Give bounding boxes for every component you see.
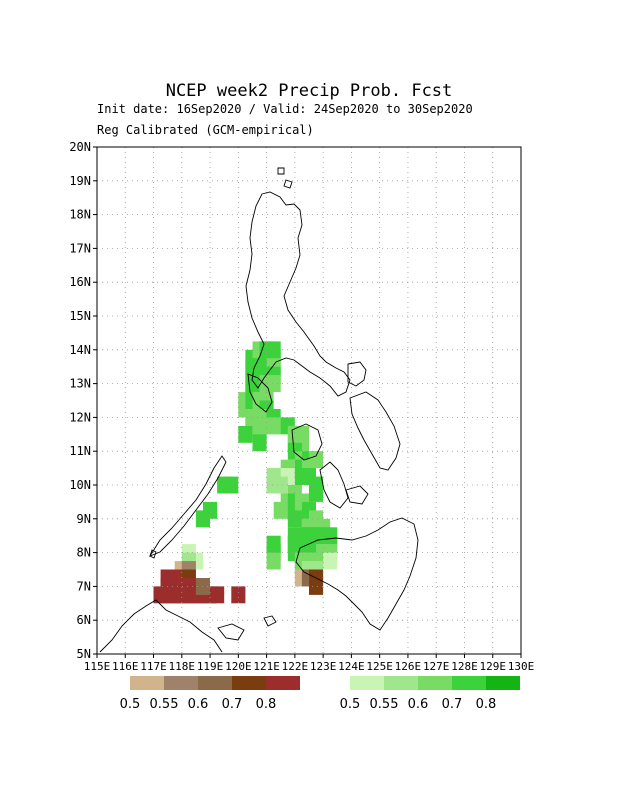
small-island-2 xyxy=(283,179,293,189)
luzon-coastline xyxy=(245,191,351,397)
map-subtitle: Init date: 16Sep2020 / Valid: 24Sep2020 … xyxy=(97,102,473,116)
small-island-4 xyxy=(149,549,157,559)
lat-tick-label: 15N xyxy=(69,309,91,323)
map-title: NCEP week2 Precip Prob. Fcst xyxy=(166,81,453,101)
negros-cebu-coastline xyxy=(319,461,349,509)
legend-label: 0.55 xyxy=(150,697,179,712)
legend-label: 0.5 xyxy=(340,697,361,712)
lon-tick-label: 128E xyxy=(451,660,478,673)
map-frame xyxy=(96,146,522,655)
panay-coastline xyxy=(291,423,323,461)
calibration-label: Reg Calibrated (GCM-empirical) xyxy=(97,123,314,137)
lat-tick-label: 18N xyxy=(69,208,91,222)
coastlines xyxy=(99,167,419,653)
legend-swatch xyxy=(452,676,486,690)
legend-swatch xyxy=(384,676,418,690)
legend-label: 0.7 xyxy=(222,697,243,712)
probability-cell xyxy=(238,425,253,443)
lon-tick-label: 124E xyxy=(338,660,365,673)
lon-tick-label: 116E xyxy=(112,660,139,673)
legend-label: 0.55 xyxy=(370,697,399,712)
lat-tick-label: 9N xyxy=(77,512,91,526)
samar-coastline xyxy=(347,361,367,387)
legend-label: 0.6 xyxy=(188,697,209,712)
legend-label: 0.8 xyxy=(256,697,277,712)
legend-label: 0.8 xyxy=(476,697,497,712)
lat-tick-label: 8N xyxy=(77,546,91,560)
sulu-islands-coastline xyxy=(217,623,245,641)
probability-grid xyxy=(153,341,338,604)
legend-label: 0.5 xyxy=(120,697,141,712)
probability-cell xyxy=(266,341,281,359)
lon-tick-label: 121E xyxy=(253,660,280,673)
lon-tick-label: 129E xyxy=(479,660,506,673)
lat-tick-label: 17N xyxy=(69,241,91,255)
legend-swatch xyxy=(418,676,452,690)
lat-tick-label: 14N xyxy=(69,343,91,357)
lat-tick-label: 10N xyxy=(69,478,91,492)
probability-cell xyxy=(203,501,218,519)
small-island-1 xyxy=(277,167,285,175)
legend-swatch xyxy=(266,676,300,690)
probability-cell xyxy=(210,586,225,604)
lat-tick-label: 11N xyxy=(69,444,91,458)
lat-tick-label: 7N xyxy=(77,579,91,593)
lon-tick-label: 120E xyxy=(225,660,252,673)
graticule xyxy=(97,147,521,654)
probability-cell xyxy=(309,485,324,502)
lon-tick-label: 125E xyxy=(366,660,393,673)
wet-probability-legend: 0.5 0.55 0.6 0.7 0.8 xyxy=(340,676,520,712)
legend-label: 0.6 xyxy=(408,697,429,712)
bohol-coastline xyxy=(345,485,369,505)
lon-tick-label: 118E xyxy=(169,660,196,673)
lon-tick-label: 126E xyxy=(395,660,422,673)
lon-tick-label: 127E xyxy=(423,660,450,673)
lon-tick-label: 123E xyxy=(310,660,337,673)
mindanao-coastline xyxy=(295,517,419,631)
probability-cell xyxy=(273,501,288,519)
probability-cell xyxy=(266,552,281,570)
latitude-axis-labels: 5N 6N 7N 8N 9N 10N 11N 12N 13N 14N 15N 16N 17N 18N 19N… xyxy=(69,140,97,661)
legend-swatch xyxy=(164,676,198,690)
legend-swatch xyxy=(486,676,520,690)
lon-tick-label: 122E xyxy=(282,660,309,673)
dry-probability-legend: 0.5 0.55 0.6 0.7 0.8 xyxy=(120,676,300,712)
probability-cell xyxy=(252,434,267,452)
lon-tick-label: 130E xyxy=(508,660,535,673)
lat-tick-label: 6N xyxy=(77,613,91,627)
probability-cell xyxy=(287,510,302,528)
probability-cell xyxy=(273,476,288,494)
legend-swatch xyxy=(130,676,164,690)
samar-leyte-coastline xyxy=(349,391,401,471)
lat-tick-label: 19N xyxy=(69,174,91,188)
legend-swatch xyxy=(198,676,232,690)
longitude-axis-labels: 115E 116E 117E 118E 119E 120E 121E 122E 123E 124E… xyxy=(84,654,535,673)
lat-tick-label: 5N xyxy=(77,647,91,661)
probability-cell xyxy=(231,586,246,604)
probability-cell xyxy=(309,578,324,595)
lon-tick-label: 119E xyxy=(197,660,224,673)
lat-tick-label: 20N xyxy=(69,140,91,154)
lon-tick-label: 115E xyxy=(84,660,111,673)
lat-tick-label: 13N xyxy=(69,377,91,391)
lat-tick-label: 16N xyxy=(69,275,91,289)
small-island-3 xyxy=(263,615,277,627)
probability-cell xyxy=(224,476,239,494)
borneo-coastline xyxy=(99,599,223,653)
legend-swatch xyxy=(350,676,384,690)
lon-tick-label: 117E xyxy=(140,660,167,673)
probability-cell xyxy=(323,552,338,570)
mindoro-coastline xyxy=(247,373,273,413)
legend-label: 0.7 xyxy=(442,697,463,712)
palawan-coastline xyxy=(148,455,227,557)
legend-swatch xyxy=(232,676,266,690)
lat-tick-label: 12N xyxy=(69,410,91,424)
